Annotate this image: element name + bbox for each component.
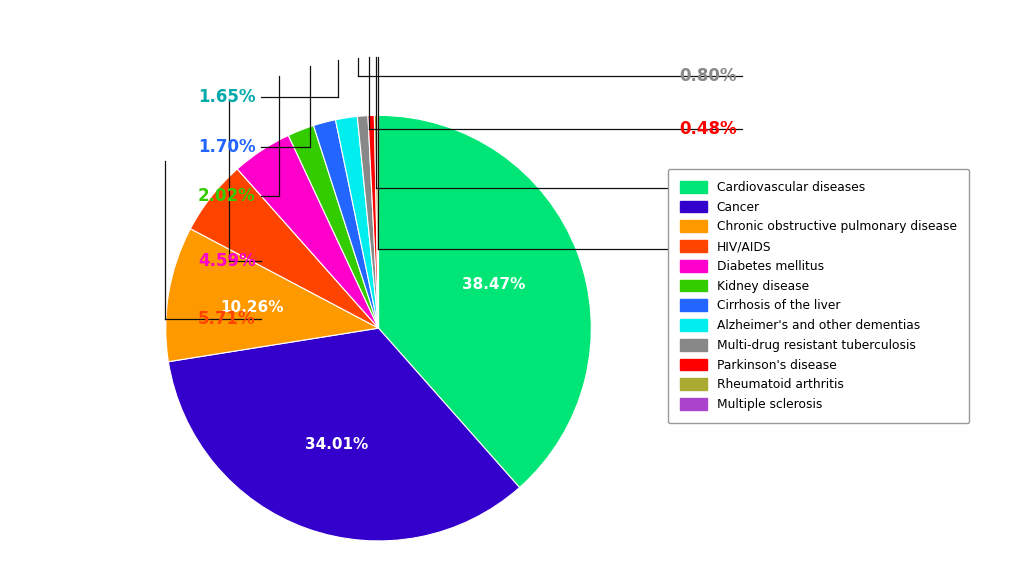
Text: 2.02%: 2.02% (198, 188, 256, 205)
Text: 0.80%: 0.80% (679, 67, 737, 85)
Text: 38.47%: 38.47% (462, 277, 526, 292)
Wedge shape (237, 135, 379, 328)
Text: 0.04%: 0.04% (679, 240, 737, 258)
Wedge shape (313, 120, 379, 328)
Text: 5.71%: 5.71% (198, 311, 256, 328)
Text: 10.26%: 10.26% (221, 300, 284, 315)
Wedge shape (166, 229, 379, 362)
Wedge shape (288, 125, 379, 328)
Wedge shape (374, 115, 379, 328)
Text: DISTRIBUTION OF ADULTS IN NEED OF PALLIATIVE CARE AT THE END OF LIFE, BY DISEASE: DISTRIBUTION OF ADULTS IN NEED OF PALLIA… (21, 30, 674, 43)
Text: 1.65%: 1.65% (198, 88, 256, 105)
Text: 0.27%: 0.27% (679, 179, 737, 196)
Text: 1.70%: 1.70% (198, 138, 256, 155)
Wedge shape (357, 115, 379, 328)
Legend: Cardiovascular diseases, Cancer, Chronic obstructive pulmonary disease, HIV/AIDS: Cardiovascular diseases, Cancer, Chronic… (668, 169, 969, 423)
Wedge shape (336, 117, 379, 328)
Text: 34.01%: 34.01% (305, 437, 368, 452)
Text: 0.48%: 0.48% (679, 120, 737, 138)
Wedge shape (190, 169, 379, 328)
Wedge shape (379, 115, 591, 488)
Wedge shape (169, 328, 520, 541)
Wedge shape (368, 115, 379, 328)
Text: 4.59%: 4.59% (198, 252, 256, 270)
